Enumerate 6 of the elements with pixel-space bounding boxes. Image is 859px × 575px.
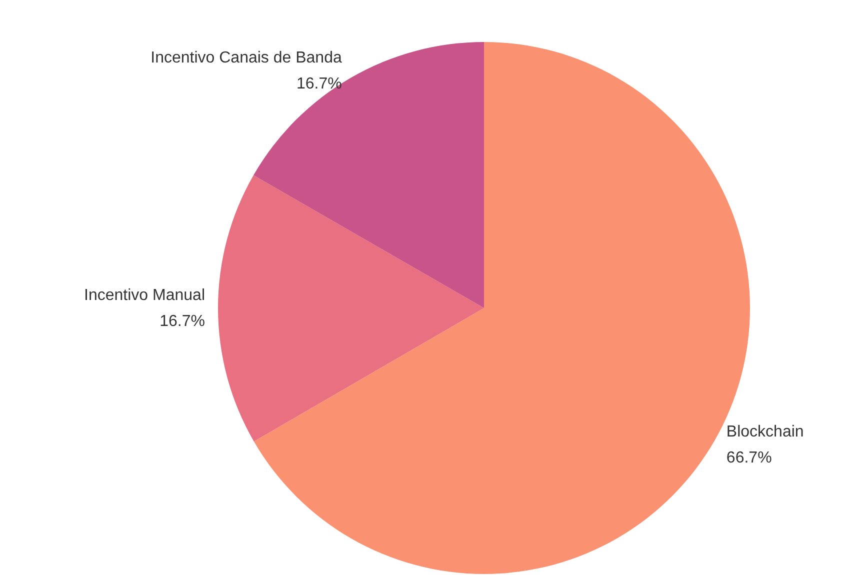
- data-label: 16.7%: [160, 312, 205, 330]
- slice-label: Incentivo Canais de Banda: [150, 49, 342, 66]
- data-label: 16.7%: [296, 75, 342, 92]
- slice-label: Blockchain: [726, 423, 804, 440]
- slice-label: Incentivo Manual: [84, 286, 205, 304]
- data-label: 66.7%: [726, 449, 772, 466]
